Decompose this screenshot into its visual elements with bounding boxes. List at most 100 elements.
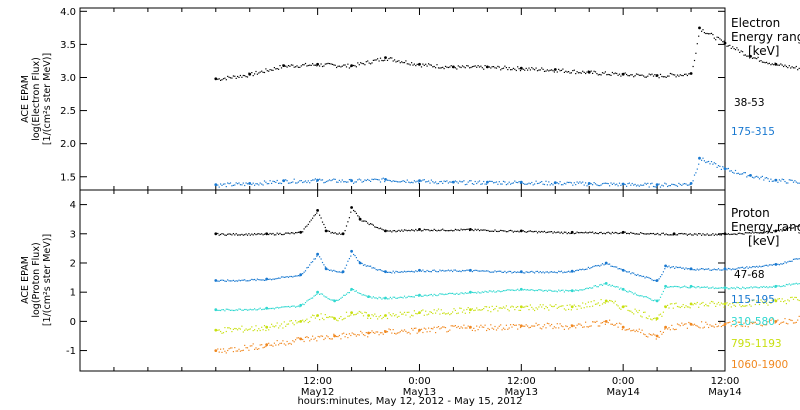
proton-dot-310-580-8-5 <box>426 295 428 297</box>
electron-dot-38-53-1-10 <box>263 71 266 74</box>
proton-dot-310-580-0-18 <box>241 309 243 311</box>
electron-dot-38-53-17-9 <box>763 61 765 63</box>
proton-dot-1060-1900-8-21 <box>551 323 553 326</box>
electron-dot-175-315-2-7 <box>293 178 295 180</box>
electron-dot-175-315-18-8 <box>787 182 789 184</box>
proton-dot-47-68-8-4 <box>391 231 393 233</box>
proton-dot-115-195-8-13 <box>403 270 406 272</box>
proton-dot-47-68-11-12 <box>538 230 540 233</box>
proton-dot-47-68-7-6 <box>368 223 370 226</box>
proton-dot-310-580-1-17 <box>290 305 292 307</box>
electron-dot-175-315-0-4 <box>221 184 223 186</box>
electron-dot-175-315-5-21 <box>415 181 417 183</box>
electron-dot-175-315-7-3 <box>457 182 459 184</box>
proton-dot-795-1193-18-10 <box>790 296 792 299</box>
proton-dot-310-580-11-22 <box>603 283 605 285</box>
electron-dot-38-53-1-8 <box>261 70 263 72</box>
proton-dot-1060-1900-16-1 <box>777 319 779 321</box>
electron-dot-38-53-3-17 <box>341 65 343 67</box>
proton-dot-47-68-11-19 <box>548 231 550 233</box>
proton-dot-795-1193-16-19 <box>717 301 720 304</box>
electron-dot-38-53-11-23 <box>621 73 623 75</box>
electron-dot-175-315-12-9 <box>635 185 638 187</box>
electron-dot-175-315-10-6 <box>563 182 565 184</box>
proton-dot-115-195-17-6 <box>699 268 701 270</box>
proton-dot-1060-1900-7-17 <box>494 325 496 328</box>
electron-dot-38-53-9-20 <box>549 69 551 71</box>
proton-dot-115-195-15-5 <box>664 268 666 270</box>
electron-dot-38-53-18-5 <box>783 65 785 68</box>
electron-dot-38-53-7-8 <box>464 67 466 69</box>
electron-dot-175-315-8-9 <box>500 183 502 185</box>
proton-dot-115-195-10-27 <box>508 270 510 272</box>
proton-dot-1060-1900-13-13 <box>684 323 686 325</box>
proton-dot-115-195-17-19 <box>717 268 720 270</box>
proton-dot-115-195-8-7 <box>395 270 397 272</box>
proton-dot-795-1193-17-34 <box>773 299 775 301</box>
proton-dot-1060-1900-0-23 <box>248 349 250 351</box>
proton-dot-47-68-4-3 <box>330 232 332 234</box>
proton-dot-115-195-13-4 <box>611 265 613 267</box>
electron-dot-38-53-8-1 <box>488 66 490 68</box>
electron-dot-38-53-6-13 <box>437 67 440 69</box>
proton-dot-310-580-16-20 <box>719 287 721 289</box>
electron-dot-175-315-0-21 <box>245 182 247 184</box>
proton-dot-47-68-13-23 <box>655 233 657 235</box>
proton-dot-795-1193-10-28 <box>560 305 563 307</box>
electron-dot-38-53-5-16 <box>408 63 410 65</box>
electron-dot-38-53-17-16 <box>773 64 775 66</box>
proton-dot-310-580-11-18 <box>597 286 599 288</box>
proton-legend-entry-47-68: 47-68 <box>734 269 765 281</box>
electron-ytick-label-5: 4.0 <box>60 7 76 18</box>
electron-dot-175-315-5-8 <box>396 181 398 183</box>
proton-dot-47-68-11-31 <box>565 231 567 233</box>
proton-dot-1060-1900-14-19 <box>717 325 720 327</box>
proton-dot-310-580-11-6 <box>580 289 582 291</box>
electron-dot-38-53-0-18 <box>241 76 243 78</box>
proton-dot-47-68-15-10 <box>739 232 741 234</box>
proton-dot-47-68-0-16 <box>238 234 240 236</box>
proton-dot-310-580-11-2 <box>575 289 577 291</box>
proton-dot-795-1193-11-6 <box>580 307 582 309</box>
proton-dot-115-195-7-5 <box>367 265 369 267</box>
electron-dot-38-53-16-12 <box>742 51 744 53</box>
proton-dot-310-580-8-9 <box>432 295 434 297</box>
proton-dot-310-580-17-5 <box>732 287 734 289</box>
electron-dot-175-315-8-2 <box>490 180 492 182</box>
proton-dot-1060-1900-1-14 <box>286 340 288 343</box>
electron-dot-175-315-17-9 <box>763 179 765 181</box>
proton-dot-47-68-16-14 <box>795 225 797 227</box>
proton-dot-310-580-13-16 <box>645 296 647 298</box>
proton-dot-47-68-12-22 <box>603 232 605 234</box>
proton-dot-795-1193-8-24 <box>453 308 455 310</box>
electron-dot-38-53-17-5 <box>757 56 759 58</box>
proton-dot-47-68-14-23 <box>706 233 708 235</box>
electron-dot-38-53-7-17 <box>477 65 479 67</box>
proton-dot-115-195-15-2 <box>659 276 662 278</box>
proton-dot-310-580-0-12 <box>232 309 234 312</box>
proton-dot-310-580-16-10 <box>705 286 707 288</box>
proton-dot-795-1193-10-20 <box>549 304 551 306</box>
proton-dot-115-195-7-15 <box>381 270 383 272</box>
proton-dot-795-1193-11-12 <box>589 306 591 308</box>
electron-dot-38-53-17-17 <box>774 62 776 64</box>
proton-dot-115-195-16-14 <box>685 267 687 269</box>
proton-dot-47-68-9-7 <box>429 230 431 232</box>
electron-dot-38-53-16-3 <box>729 44 731 46</box>
proton-dot-795-1193-15-3 <box>669 303 671 305</box>
proton-dot-310-580-10-2 <box>524 288 526 291</box>
proton-dot-1060-1900-7-15 <box>491 327 493 329</box>
proton-dot-47-68-0-12 <box>232 233 234 235</box>
proton-dot-115-195-19-3 <box>780 263 782 265</box>
proton-dot-795-1193-8-34 <box>467 307 469 309</box>
proton-dot-115-195-16-8 <box>676 266 679 269</box>
proton-dot-1060-1900-6-34 <box>467 325 469 327</box>
proton-dot-795-1193-13-8 <box>634 308 636 310</box>
proton-dot-795-1193-0-24 <box>249 328 251 330</box>
electron-dot-175-315-2-15 <box>304 180 307 182</box>
proton-dot-795-1193-8-9 <box>432 312 434 315</box>
proton-dot-115-195-0-23 <box>248 280 250 282</box>
electron-point-38-53-0 <box>214 77 218 81</box>
proton-dot-115-195-11-7 <box>531 270 533 272</box>
proton-dot-115-195-1-3 <box>271 279 273 281</box>
